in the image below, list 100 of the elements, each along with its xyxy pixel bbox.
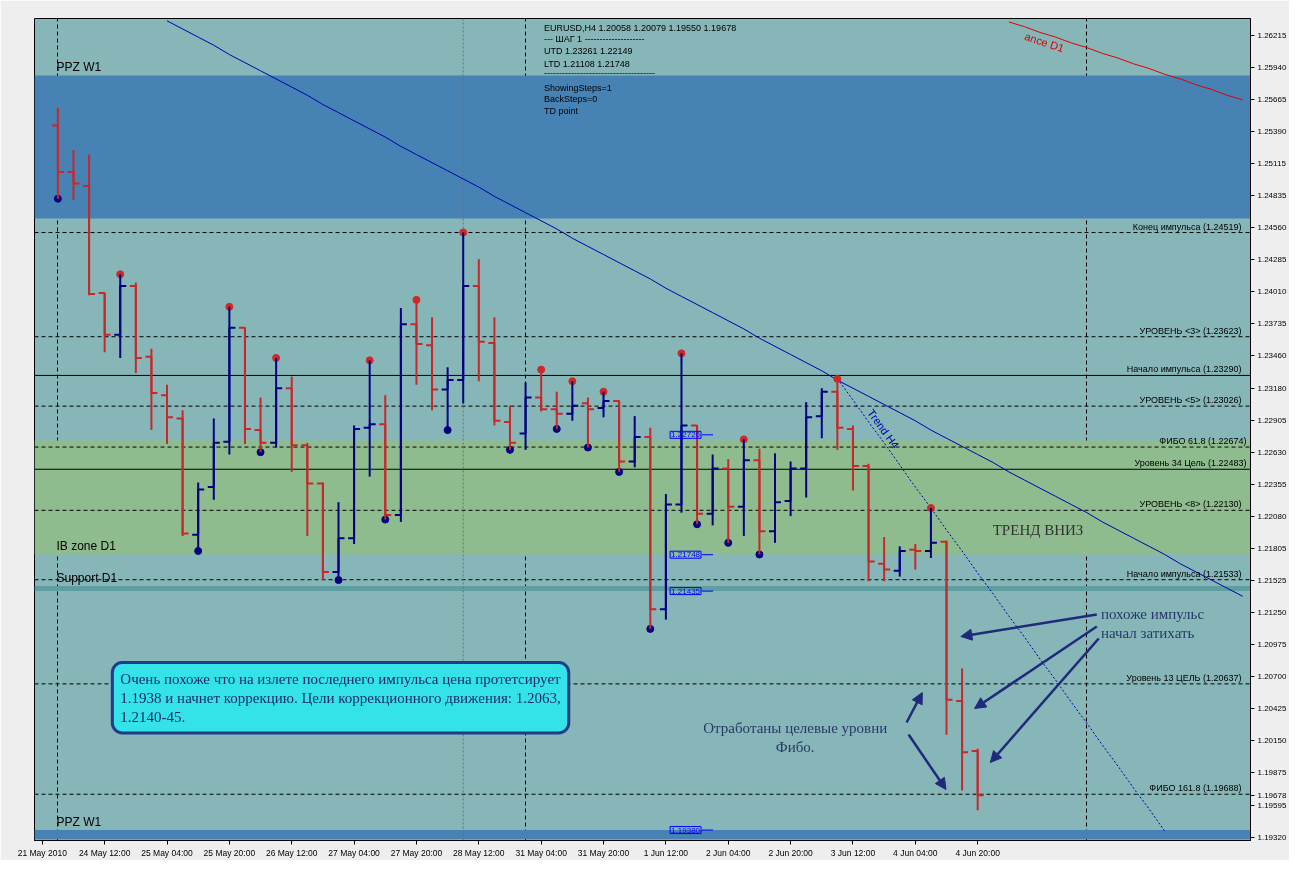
- candlestick: [393, 307, 408, 523]
- candlestick: [643, 426, 658, 630]
- point: [833, 374, 842, 383]
- candlestick: [222, 305, 237, 456]
- candlestick: [253, 396, 268, 454]
- band-label: IB zone D1: [56, 539, 117, 554]
- candlestick: [113, 273, 128, 359]
- y-tick-label: 1.24010: [1257, 287, 1287, 297]
- point: [537, 365, 546, 374]
- band-label: Support D1: [56, 570, 118, 585]
- x-tick-label: 21 May 2010: [17, 847, 68, 858]
- candlestick: [752, 447, 767, 556]
- candlestick: [908, 543, 923, 571]
- candlestick: [50, 107, 65, 200]
- y-tick-label: 1.21805: [1257, 543, 1287, 553]
- ref-line-label: УРОВЕНЬ <5> (1.23026): [1139, 395, 1242, 406]
- candlestick: [658, 493, 673, 621]
- ref-line-label: УРОВЕНЬ <8> (1.22130): [1139, 499, 1242, 510]
- y-tick-label: 1.25665: [1257, 94, 1287, 104]
- candlestick: [721, 458, 736, 544]
- candlestick: [549, 390, 564, 430]
- candlestick: [580, 396, 595, 449]
- y-tick-label: 1.23180: [1257, 383, 1287, 393]
- y-tick-label: 1.20975: [1257, 640, 1287, 650]
- candlestick: [66, 148, 81, 201]
- ref-line-label: УРОВЕНЬ <3> (1.23623): [1139, 325, 1242, 336]
- x-tick-label: 3 Jun 12:00: [830, 847, 876, 858]
- point: [194, 547, 203, 555]
- ref-line-label: Уровень 13 ЦЕЛЬ (1.20637): [1126, 672, 1242, 683]
- candlestick: [128, 281, 143, 375]
- y-tick-label: 1.19320: [1257, 832, 1287, 842]
- y-tick-label: 1.23735: [1257, 319, 1287, 329]
- candlestick: [877, 536, 892, 583]
- candlestick: [347, 424, 362, 546]
- candlestick: [378, 394, 393, 521]
- text: ance D1: [1023, 30, 1066, 55]
- point: [443, 426, 452, 435]
- candlestick: [175, 409, 190, 537]
- annotation: Отработаны целевые уровни Фибо.: [703, 719, 888, 755]
- candlestick: [534, 368, 549, 413]
- candlestick: [596, 390, 611, 419]
- y-tick-label: 1.22080: [1257, 511, 1287, 521]
- candlestick: [487, 316, 502, 427]
- candlestick: [315, 481, 330, 582]
- y-tick-label: 1.24285: [1257, 255, 1287, 265]
- ref-line-label: Уровень 34 Цель (1.22483): [1134, 458, 1247, 469]
- candlestick: [970, 747, 985, 812]
- candlestick: [799, 401, 814, 499]
- annotation: 1.21435: [671, 586, 701, 596]
- candlestick: [861, 462, 876, 583]
- candlestick: [97, 291, 112, 354]
- x-tick-label: 2 Jun 20:00: [768, 847, 814, 858]
- y-tick-label: 1.20150: [1257, 736, 1287, 746]
- annotation: --- ШАГ 1 --------------------: [544, 34, 645, 45]
- y-tick-label: 1.19595: [1257, 800, 1287, 810]
- candlestick: [300, 441, 315, 537]
- x-tick-label: 27 May 04:00: [328, 847, 381, 858]
- x-tick-label: 26 May 12:00: [265, 847, 318, 858]
- y-tick-label: 1.21525: [1257, 576, 1287, 586]
- x-tick-label: 31 May 04:00: [515, 847, 568, 858]
- ref-line-label: Начало импульса (1.23290): [1126, 364, 1242, 375]
- candlestick: [845, 424, 860, 492]
- y-tick-label: 1.21250: [1257, 608, 1287, 618]
- y-tick-label: 1.25115: [1257, 158, 1287, 168]
- y-tick-label: 1.22630: [1257, 447, 1287, 457]
- candlestick: [269, 357, 284, 449]
- y-tick-label: 1.26215: [1257, 30, 1287, 40]
- annotation: BackSteps=0: [544, 94, 598, 105]
- x-tick-label: 24 May 12:00: [78, 847, 131, 858]
- x-tick-label: 25 May 20:00: [203, 847, 256, 858]
- annotation: ShowingSteps=1: [544, 82, 612, 93]
- ref-line-label: ФИБО 161.8 (1.19688): [1149, 783, 1242, 794]
- x-tick-label: 27 May 20:00: [390, 847, 443, 858]
- candlestick: [814, 387, 829, 440]
- candlestick: [565, 380, 580, 422]
- y-tick-label: 1.20700: [1257, 672, 1287, 682]
- annotation: 1.21748: [671, 550, 701, 560]
- line-series: [1008, 21, 1244, 101]
- candlestick: [362, 359, 377, 478]
- annotation: UTD 1.23261 1.22149: [544, 46, 633, 57]
- candlestick: [923, 506, 938, 559]
- y-tick-label: 1.20425: [1257, 704, 1287, 714]
- x-tick-label: 28 May 12:00: [453, 847, 505, 858]
- y-tick-label: 1.23460: [1257, 351, 1287, 361]
- y-tick-label: 1.19875: [1257, 767, 1287, 777]
- x-tick-label: 31 May 20:00: [577, 847, 630, 858]
- annotation: 1.19380: [671, 825, 701, 835]
- candlestick: [206, 417, 221, 501]
- candlestick: [456, 231, 471, 405]
- x-tick-label: 1 Jun 12:00: [643, 847, 689, 858]
- ref-line-label: Начало импульса (1.21533): [1126, 568, 1242, 579]
- annotation: похоже импульс начал затихать: [1100, 606, 1205, 642]
- candlestick: [237, 326, 252, 446]
- annotation: ТРЕНД ВНИЗ: [992, 521, 1084, 538]
- y-tick-label: 1.19678: [1257, 790, 1287, 800]
- candlestick: [736, 438, 751, 537]
- x-tick-label: 4 Jun 04:00: [893, 847, 938, 858]
- ref-line-label: ФИБО 61.8 (1.22674): [1159, 436, 1247, 447]
- x-tick-label: 4 Jun 20:00: [955, 847, 1001, 858]
- annotation: LTD 1.21108 1.21748: [544, 58, 630, 69]
